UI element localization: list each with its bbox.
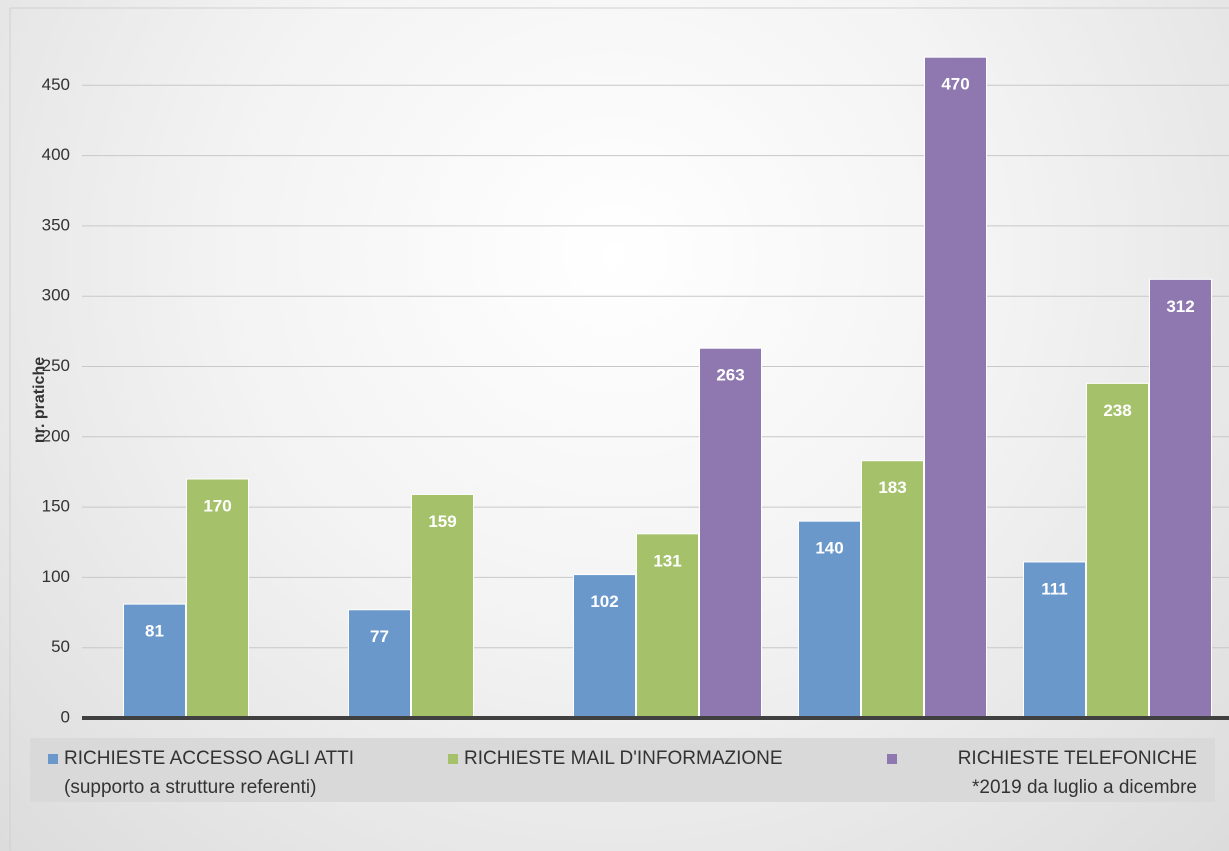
y-tick-label: 350 <box>42 215 70 234</box>
value-label: 238 <box>1103 401 1131 420</box>
bar <box>1086 382 1149 719</box>
value-label: 312 <box>1166 297 1194 316</box>
value-label: 263 <box>716 366 744 385</box>
legend-item: RICHIESTE ACCESSO AGLI ATTI (supporto a … <box>48 744 408 802</box>
chart-border <box>9 7 1229 851</box>
value-label: 81 <box>145 622 164 641</box>
y-tick-label: 50 <box>51 637 70 656</box>
y-tick-label: 300 <box>42 286 70 305</box>
value-label: 183 <box>878 478 906 497</box>
value-label: 111 <box>1041 579 1068 598</box>
y-tick-label: 0 <box>61 707 70 726</box>
value-label: 77 <box>370 627 389 646</box>
legend-item: RICHIESTE TELEFONICHE *2019 da luglio a … <box>887 744 1197 802</box>
value-label: 131 <box>653 551 681 570</box>
bar <box>798 520 861 719</box>
bar <box>924 56 987 719</box>
bar <box>573 574 636 719</box>
value-label: 470 <box>941 75 969 94</box>
value-label: 102 <box>590 592 618 611</box>
y-tick-label: 450 <box>42 75 70 94</box>
y-tick-label: 250 <box>42 356 70 375</box>
legend-swatch <box>448 754 458 764</box>
bar <box>411 493 474 719</box>
value-label: 170 <box>203 496 231 515</box>
y-tick-label: 150 <box>42 497 70 516</box>
legend: RICHIESTE ACCESSO AGLI ATTI (supporto a … <box>30 738 1215 802</box>
legend-label: RICHIESTE MAIL D'INFORMAZIONE <box>464 748 783 769</box>
value-label: 159 <box>428 512 456 531</box>
legend-label: RICHIESTE ACCESSO AGLI ATTI (supporto a … <box>64 748 355 798</box>
y-axis-label: nr. pratiche <box>31 357 48 443</box>
y-tick-label: 100 <box>42 567 70 586</box>
bar <box>1023 561 1086 719</box>
legend-label: RICHIESTE TELEFONICHE *2019 da luglio a … <box>957 748 1197 798</box>
value-label: 140 <box>815 539 843 558</box>
bar <box>1149 278 1212 719</box>
bar <box>699 347 762 719</box>
legend-swatch <box>887 754 897 764</box>
legend-swatch <box>48 754 58 764</box>
y-tick-label: 400 <box>42 145 70 164</box>
y-tick-label: 200 <box>42 426 70 445</box>
legend-item: RICHIESTE MAIL D'INFORMAZIONE <box>448 744 868 773</box>
bar <box>636 533 699 719</box>
bar <box>861 460 924 719</box>
bar <box>348 609 411 719</box>
